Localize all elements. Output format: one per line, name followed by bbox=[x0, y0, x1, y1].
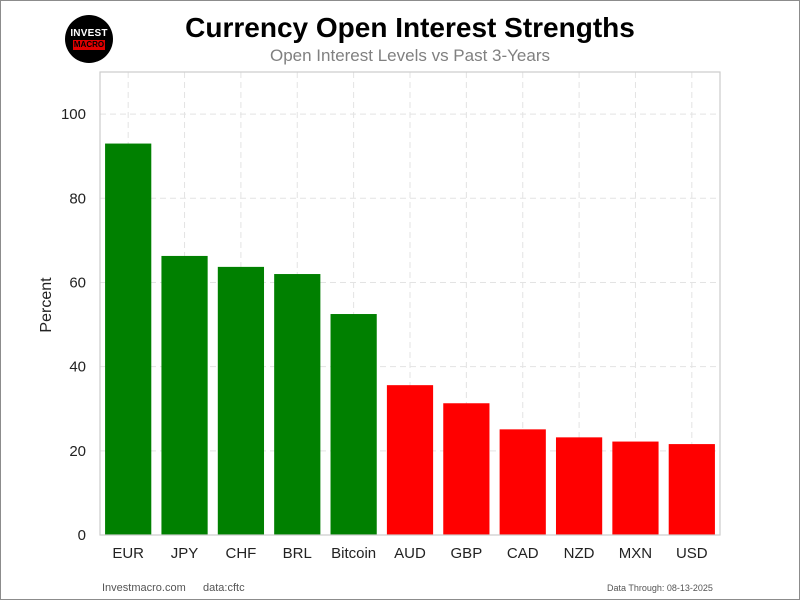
x-tick-label: USD bbox=[676, 545, 708, 562]
y-tick-label: 0 bbox=[78, 527, 86, 544]
x-tick-label: NZD bbox=[564, 545, 595, 562]
logo-text-bottom: MACRO bbox=[73, 40, 105, 50]
bar-gbp bbox=[443, 403, 490, 535]
x-tick-label: GBP bbox=[451, 545, 483, 562]
y-tick-label: 20 bbox=[69, 443, 86, 460]
bar-brl bbox=[274, 274, 321, 535]
bar-eur bbox=[105, 143, 152, 535]
bar-nzd bbox=[555, 437, 603, 535]
footer-site: Investmacro.com bbox=[102, 582, 186, 594]
x-tick-label: CHF bbox=[225, 545, 256, 562]
y-tick-label: 100 bbox=[61, 106, 86, 123]
bar-mxn bbox=[612, 441, 659, 535]
y-tick-label: 40 bbox=[69, 359, 86, 376]
chart-subtitle: Open Interest Levels vs Past 3-Years bbox=[269, 46, 551, 65]
plot-area-border bbox=[99, 71, 721, 536]
bar-aud bbox=[386, 385, 434, 535]
bar-bitcoin bbox=[330, 314, 377, 535]
bar-jpy bbox=[161, 255, 208, 536]
footer-data-through: Data Through: 08-13-2025 bbox=[607, 583, 713, 593]
x-tick-label: AUD bbox=[394, 545, 426, 562]
chart-title: Currency Open Interest Strengths bbox=[185, 12, 635, 43]
x-tick-label: MXN bbox=[619, 545, 652, 562]
investmacro-logo: INVEST MACRO bbox=[65, 15, 113, 63]
bar-usd bbox=[668, 444, 715, 535]
x-tick-label: JPY bbox=[171, 545, 199, 562]
x-tick-label: BRL bbox=[283, 545, 312, 562]
bar-chf bbox=[217, 266, 265, 535]
y-tick-label: 60 bbox=[69, 274, 86, 291]
x-tick-label: EUR bbox=[112, 545, 144, 562]
logo-text-top: INVEST bbox=[70, 28, 108, 39]
bar-cad bbox=[499, 429, 546, 535]
x-tick-label: Bitcoin bbox=[331, 545, 376, 562]
x-tick-label: CAD bbox=[507, 545, 539, 562]
footer-source: data:cftc bbox=[203, 582, 245, 594]
y-tick-label: 80 bbox=[69, 190, 86, 207]
